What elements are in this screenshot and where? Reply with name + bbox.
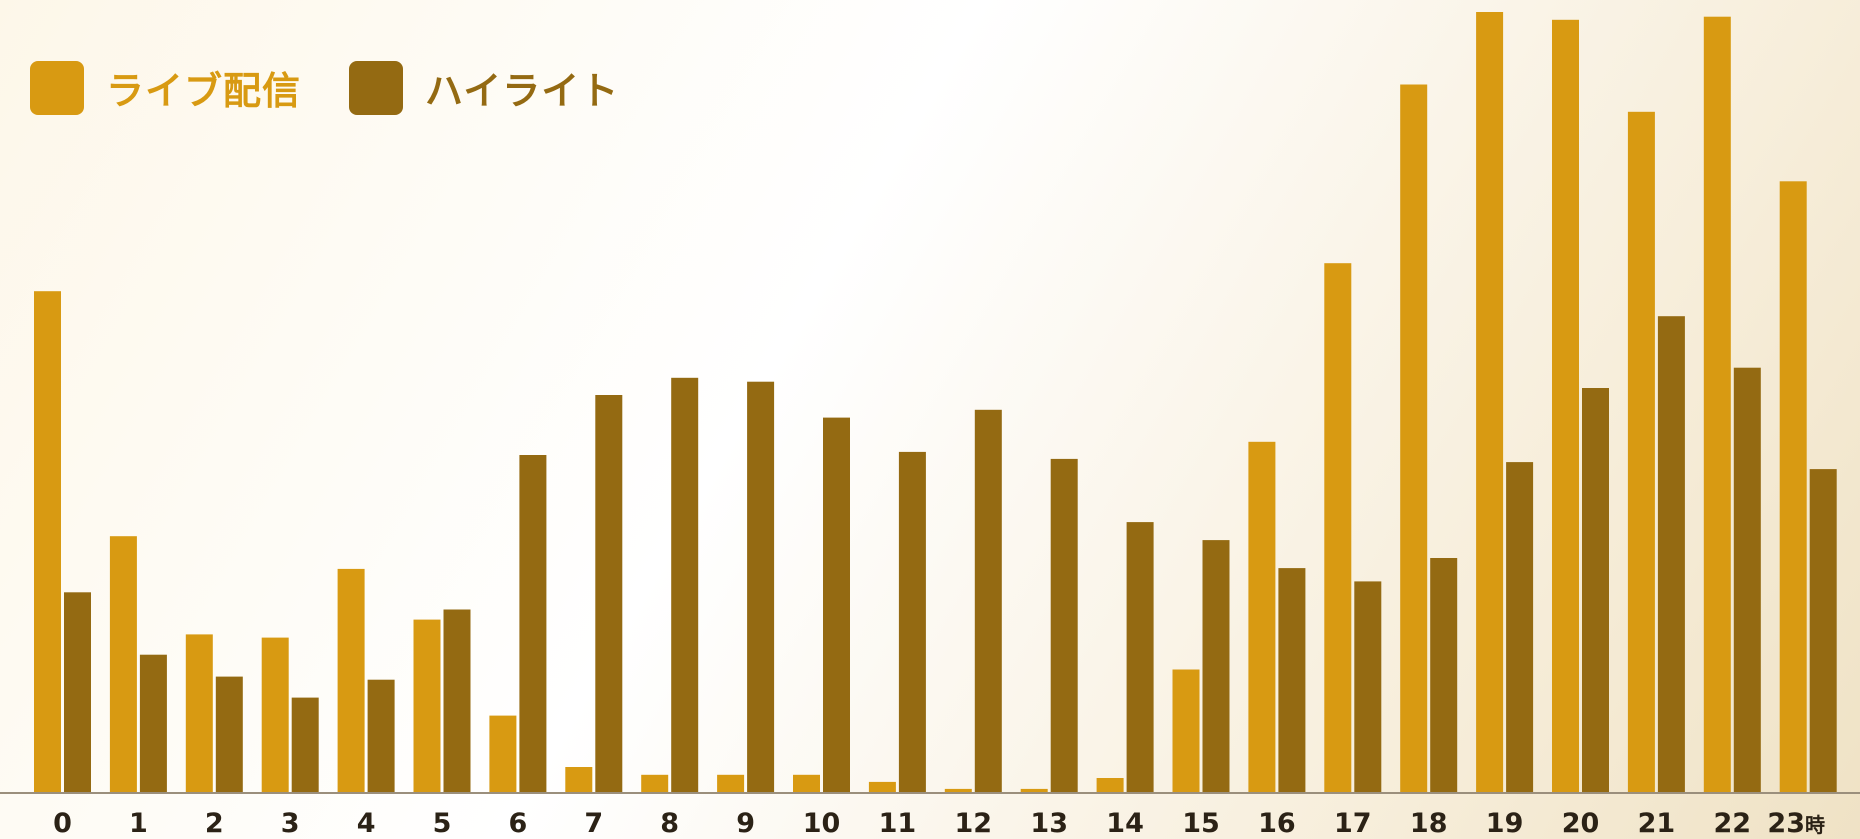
tick-label-18: 18 — [1410, 808, 1448, 839]
tick-label-8: 8 — [660, 808, 679, 839]
bar-highlight-17 — [1354, 581, 1382, 792]
bar-live-12 — [944, 788, 972, 792]
bar-highlight-19 — [1506, 462, 1534, 792]
bar-live-17 — [1324, 263, 1352, 792]
bar-highlight-3 — [291, 697, 319, 792]
bar-live-1 — [109, 536, 137, 792]
legend-item-live: ライブ配信 — [30, 60, 301, 115]
bar-highlight-0 — [64, 592, 91, 792]
tick-label-3: 3 — [281, 808, 300, 839]
tick-label-23: 23時 — [1767, 808, 1825, 839]
x-axis-tick-labels: 0 1 2 3 4 5 6 7 8 9 10 11 12 13 14 15 16 17 18 19 20 21 22 23時 — [53, 808, 1825, 839]
bar-highlight-12 — [974, 409, 1002, 792]
bar-highlight-9 — [747, 381, 775, 792]
tick-label-1: 1 — [129, 808, 148, 839]
tick-label-20: 20 — [1562, 808, 1600, 839]
bar-highlight-2 — [215, 676, 243, 792]
bar-live-8 — [641, 774, 669, 792]
tick-label-9: 9 — [736, 808, 755, 839]
tick-label-6: 6 — [509, 808, 528, 839]
bar-live-16 — [1248, 441, 1276, 792]
bar-highlight-15 — [1202, 540, 1230, 792]
bar-highlight-21 — [1657, 316, 1685, 792]
bar-live-7 — [565, 767, 593, 792]
tick-label-10: 10 — [803, 808, 841, 839]
bar-live-20 — [1552, 19, 1579, 793]
bar-highlight-14 — [1126, 522, 1154, 792]
legend-swatch-highlight — [349, 60, 404, 115]
tick-label-19: 19 — [1486, 808, 1524, 839]
legend: ライブ配信 ハイライト — [30, 60, 619, 115]
bar-live-13 — [1020, 788, 1048, 792]
tick-label-13: 13 — [1030, 808, 1068, 839]
legend-label-live: ライブ配信 — [106, 69, 302, 113]
bar-highlight-13 — [1050, 458, 1078, 792]
bar-live-3 — [261, 637, 289, 792]
legend-item-highlight: ハイライト — [349, 60, 619, 115]
bar-live-19 — [1476, 12, 1504, 792]
bar-highlight-6 — [519, 455, 547, 792]
tick-label-7: 7 — [584, 808, 603, 839]
bar-live-11 — [868, 781, 896, 792]
tick-label-14: 14 — [1106, 808, 1144, 839]
bar-highlight-7 — [595, 395, 623, 792]
tick-label-11: 11 — [879, 808, 917, 839]
tick-label-16: 16 — [1258, 808, 1296, 839]
tick-label-17: 17 — [1334, 808, 1372, 839]
bar-live-5 — [413, 619, 441, 792]
tick-label-5: 5 — [433, 808, 452, 839]
bar-highlight-5 — [443, 609, 471, 792]
bar-highlight-20 — [1582, 388, 1609, 792]
bar-highlight-4 — [367, 679, 395, 792]
bar-live-21 — [1627, 111, 1655, 793]
tick-label-4: 4 — [357, 808, 376, 839]
tick-label-0: 0 — [53, 808, 72, 839]
bar-highlight-16 — [1278, 568, 1306, 792]
bar-live-23 — [1779, 181, 1807, 793]
bar-highlight-18 — [1430, 558, 1458, 792]
bar-live-9 — [717, 774, 745, 792]
bar-highlight-23 — [1809, 469, 1837, 792]
bar-highlight-22 — [1733, 367, 1761, 792]
bar-highlight-11 — [898, 451, 926, 792]
tick-label-15: 15 — [1182, 808, 1220, 839]
bar-highlight-8 — [671, 377, 699, 792]
bar-highlight-10 — [823, 417, 850, 792]
bar-live-2 — [185, 634, 213, 792]
bar-live-14 — [1096, 778, 1124, 792]
bar-live-0 — [34, 291, 61, 792]
bar-live-4 — [337, 568, 365, 792]
legend-label-highlight: ハイライト — [425, 69, 620, 113]
tick-label-12: 12 — [955, 808, 993, 839]
tick-label-22: 22 — [1714, 808, 1752, 839]
tick-label-2: 2 — [205, 808, 224, 839]
bar-live-22 — [1703, 16, 1731, 792]
tick-unit-label: 時 — [1805, 813, 1825, 837]
bar-live-18 — [1400, 84, 1428, 792]
bars-group — [34, 12, 1837, 793]
bar-highlight-1 — [139, 654, 167, 792]
tick-label-21: 21 — [1638, 808, 1676, 839]
bar-live-15 — [1172, 669, 1200, 792]
legend-swatch-live — [30, 60, 84, 115]
bar-live-10 — [793, 774, 820, 792]
bar-live-6 — [489, 715, 517, 792]
